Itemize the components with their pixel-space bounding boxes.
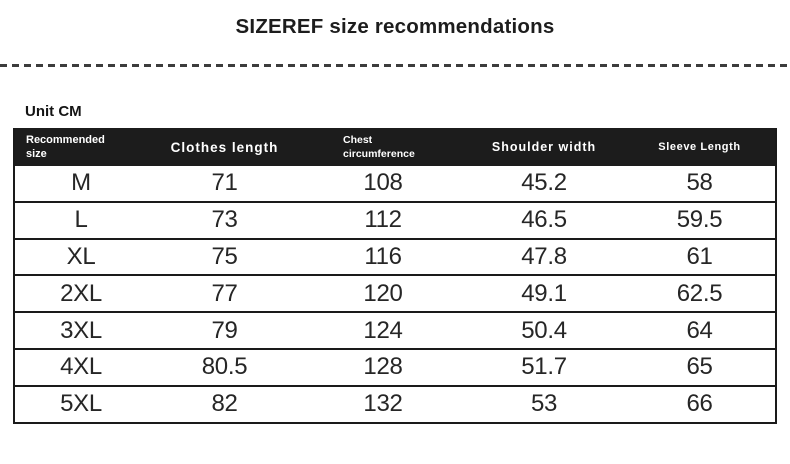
table-row-xl: XL 75 116 47.8 61 xyxy=(14,238,776,277)
cell-size: 5XL xyxy=(14,385,147,424)
cell-clothes-length: 71 xyxy=(147,166,302,203)
cell-sleeve-length: 65 xyxy=(624,348,776,387)
column-header-shoulder-width: Shoulder width xyxy=(464,128,624,166)
cell-shoulder-width: 45.2 xyxy=(464,166,624,203)
column-header-chest-circumference: Chest circumference xyxy=(302,128,464,166)
page-title: SIZEREF size recommendations xyxy=(235,15,555,38)
dashed-divider xyxy=(0,64,790,67)
cell-sleeve-length: 59.5 xyxy=(624,201,776,240)
cell-clothes-length: 77 xyxy=(147,275,302,314)
cell-clothes-length: 73 xyxy=(147,201,302,240)
table-row-3xl: 3XL 79 124 50.4 64 xyxy=(14,312,776,350)
cell-sleeve-length: 58 xyxy=(624,166,776,203)
cell-chest-circumference: 116 xyxy=(302,238,464,277)
cell-shoulder-width: 53 xyxy=(464,385,624,424)
cell-shoulder-width: 46.5 xyxy=(464,201,624,240)
cell-sleeve-length: 62.5 xyxy=(624,275,776,314)
table-row-2xl: 2XL 77 120 49.1 62.5 xyxy=(14,275,776,314)
cell-clothes-length: 75 xyxy=(147,238,302,277)
cell-chest-circumference: 108 xyxy=(302,166,464,203)
cell-size: L xyxy=(14,201,147,240)
table-header-row: Recommended size Clothes length Chest ci… xyxy=(14,128,776,166)
column-header-label: Chest circumference xyxy=(343,133,415,160)
size-table: Recommended size Clothes length Chest ci… xyxy=(13,128,777,424)
cell-shoulder-width: 51.7 xyxy=(464,348,624,387)
unit-label: Unit CM xyxy=(25,103,82,120)
table-row-m: M 71 108 45.2 58 xyxy=(14,166,776,203)
cell-size: M xyxy=(14,166,147,203)
cell-size: 2XL xyxy=(14,275,147,314)
cell-clothes-length: 82 xyxy=(147,385,302,424)
cell-sleeve-length: 66 xyxy=(624,385,776,424)
cell-chest-circumference: 112 xyxy=(302,201,464,240)
cell-shoulder-width: 50.4 xyxy=(464,312,624,350)
cell-chest-circumference: 132 xyxy=(302,385,464,424)
column-header-sleeve-length: Sleeve Length xyxy=(624,128,776,166)
cell-shoulder-width: 47.8 xyxy=(464,238,624,277)
table-row-5xl: 5XL 82 132 53 66 xyxy=(14,385,776,424)
column-header-label: Recommended size xyxy=(26,133,105,160)
column-header-clothes-length: Clothes length xyxy=(147,128,302,166)
cell-chest-circumference: 128 xyxy=(302,348,464,387)
cell-clothes-length: 80.5 xyxy=(147,348,302,387)
cell-chest-circumference: 124 xyxy=(302,312,464,350)
cell-chest-circumference: 120 xyxy=(302,275,464,314)
cell-sleeve-length: 61 xyxy=(624,238,776,277)
cell-size: 4XL xyxy=(14,348,147,387)
cell-size: XL xyxy=(14,238,147,277)
cell-size: 3XL xyxy=(14,312,147,350)
column-header-recommended-size: Recommended size xyxy=(14,128,147,166)
cell-sleeve-length: 64 xyxy=(624,312,776,350)
cell-clothes-length: 79 xyxy=(147,312,302,350)
table-row-l: L 73 112 46.5 59.5 xyxy=(14,201,776,240)
cell-shoulder-width: 49.1 xyxy=(464,275,624,314)
table-row-4xl: 4XL 80.5 128 51.7 65 xyxy=(14,348,776,387)
